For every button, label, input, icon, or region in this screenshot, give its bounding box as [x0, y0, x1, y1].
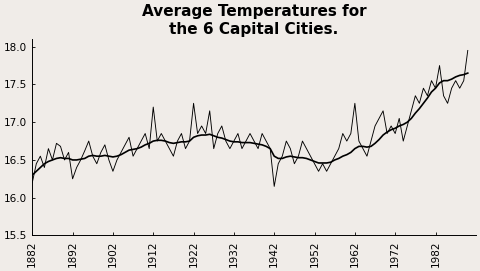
Title: Average Temperatures for
the 6 Capital Cities.: Average Temperatures for the 6 Capital C…	[142, 4, 366, 37]
